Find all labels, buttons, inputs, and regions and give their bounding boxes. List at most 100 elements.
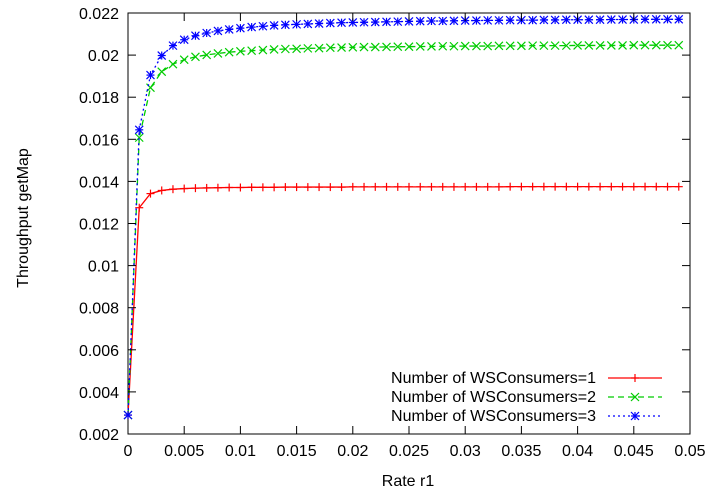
- series-2-point: [134, 133, 144, 143]
- legend-marker: [630, 392, 640, 402]
- series-2-point: [337, 43, 346, 52]
- x-tick-label: 0.045: [614, 443, 654, 460]
- series-3-point: [359, 17, 369, 27]
- series-2-point: [325, 43, 335, 53]
- y-tick-label: 0.01: [88, 259, 119, 276]
- series-2-point: [314, 43, 324, 53]
- series-2-point: [179, 55, 189, 65]
- series-2-point: [269, 44, 279, 54]
- series-3-point: [337, 18, 346, 28]
- series-3-point: [314, 19, 324, 28]
- series-2-point: [640, 40, 650, 50]
- series-3-point: [539, 15, 549, 25]
- series-3-point: [191, 31, 200, 41]
- series-1: [124, 182, 683, 420]
- series-3-point: [292, 19, 302, 29]
- series-2-point: [258, 45, 268, 55]
- series-3-point: [663, 14, 672, 24]
- series-3-point: [224, 24, 234, 34]
- series-3-point: [449, 16, 459, 26]
- x-tick-label: 0.03: [450, 443, 481, 460]
- series-2-point: [472, 41, 481, 51]
- series-3-point: [168, 41, 178, 51]
- series-3-point: [258, 21, 268, 31]
- series-3-point: [303, 19, 313, 29]
- series-3-point: [618, 15, 627, 24]
- legend-entry-3: Number of WSConsumers=3: [391, 408, 662, 425]
- y-tick-label: 0.016: [79, 132, 119, 149]
- series-3-point: [325, 18, 335, 28]
- series-2-point: [539, 41, 549, 51]
- legend-entry-1: Number of WSConsumers=1: [391, 370, 662, 387]
- series-2-point: [438, 41, 448, 51]
- series-3-point: [235, 23, 245, 33]
- series-3-point: [280, 20, 290, 30]
- series-3-point: [179, 35, 189, 45]
- legend-label: Number of WSConsumers=2: [391, 389, 596, 406]
- series-2-point: [202, 50, 212, 60]
- series-2-point: [494, 41, 504, 51]
- series-3: [123, 14, 684, 420]
- series-2-point: [651, 40, 661, 50]
- series-2-point: [618, 40, 627, 50]
- series-2-point: [663, 40, 672, 50]
- series-2-point: [505, 41, 515, 51]
- series-3-point: [348, 18, 358, 27]
- series-2-point: [224, 47, 234, 57]
- series-2-point: [235, 46, 245, 56]
- y-tick-label: 0.014: [79, 174, 119, 191]
- x-tick-label: 0.015: [277, 443, 317, 460]
- y-tick-label: 0.018: [79, 90, 119, 107]
- series-3-line: [127, 18, 679, 416]
- series-2-point: [460, 41, 470, 51]
- series-3-point: [213, 26, 223, 36]
- series-3-point: [483, 15, 493, 25]
- series-3-point: [157, 51, 167, 60]
- series-2-point: [213, 48, 223, 58]
- x-tick-label: 0.02: [337, 443, 368, 460]
- series-2-point: [303, 43, 313, 53]
- y-tick-label: 0.012: [79, 217, 119, 234]
- series-3-point: [561, 15, 571, 25]
- series-2-point: [359, 42, 369, 52]
- series-2-point: [191, 52, 200, 62]
- series-2-point: [247, 46, 257, 56]
- series-2-point: [550, 41, 560, 51]
- series-3-point: [550, 15, 560, 25]
- series-3-point: [269, 20, 279, 30]
- y-tick-label: 0.004: [79, 385, 119, 402]
- y-tick-label: 0.006: [79, 343, 119, 360]
- series-3-point: [247, 22, 257, 32]
- series-3-point: [505, 15, 515, 25]
- series-3-point: [674, 14, 684, 24]
- series-2-point: [516, 41, 526, 51]
- series-2-point: [561, 41, 571, 51]
- series-2-point: [157, 67, 167, 77]
- series-2-point: [415, 42, 425, 51]
- series-2-point: [393, 42, 403, 52]
- series-3-point: [146, 70, 155, 80]
- x-tick-label: 0: [124, 443, 133, 460]
- y-tick-label: 0.002: [79, 427, 119, 444]
- series-2-point: [280, 44, 290, 54]
- series-2-point: [168, 59, 178, 69]
- series-2-point: [427, 42, 436, 51]
- series-3-point: [651, 14, 661, 24]
- legend-label: Number of WSConsumers=3: [391, 408, 596, 425]
- series-2-point: [382, 42, 391, 52]
- series-3-point: [438, 16, 448, 26]
- series-3-point: [640, 14, 650, 24]
- x-tick-label: 0.025: [389, 443, 429, 460]
- series-3-point: [404, 16, 414, 26]
- y-tick-label: 0.02: [88, 48, 119, 65]
- y-axis-label: Throughput getMap: [15, 148, 32, 288]
- x-axis-label: Rate r1: [382, 473, 435, 490]
- legend-marker: [630, 411, 640, 421]
- series-3-point: [415, 16, 425, 26]
- x-tick-label: 0.05: [674, 443, 705, 460]
- series-3-point: [382, 17, 391, 27]
- series-2-point: [348, 42, 358, 52]
- series-2-point: [483, 41, 493, 51]
